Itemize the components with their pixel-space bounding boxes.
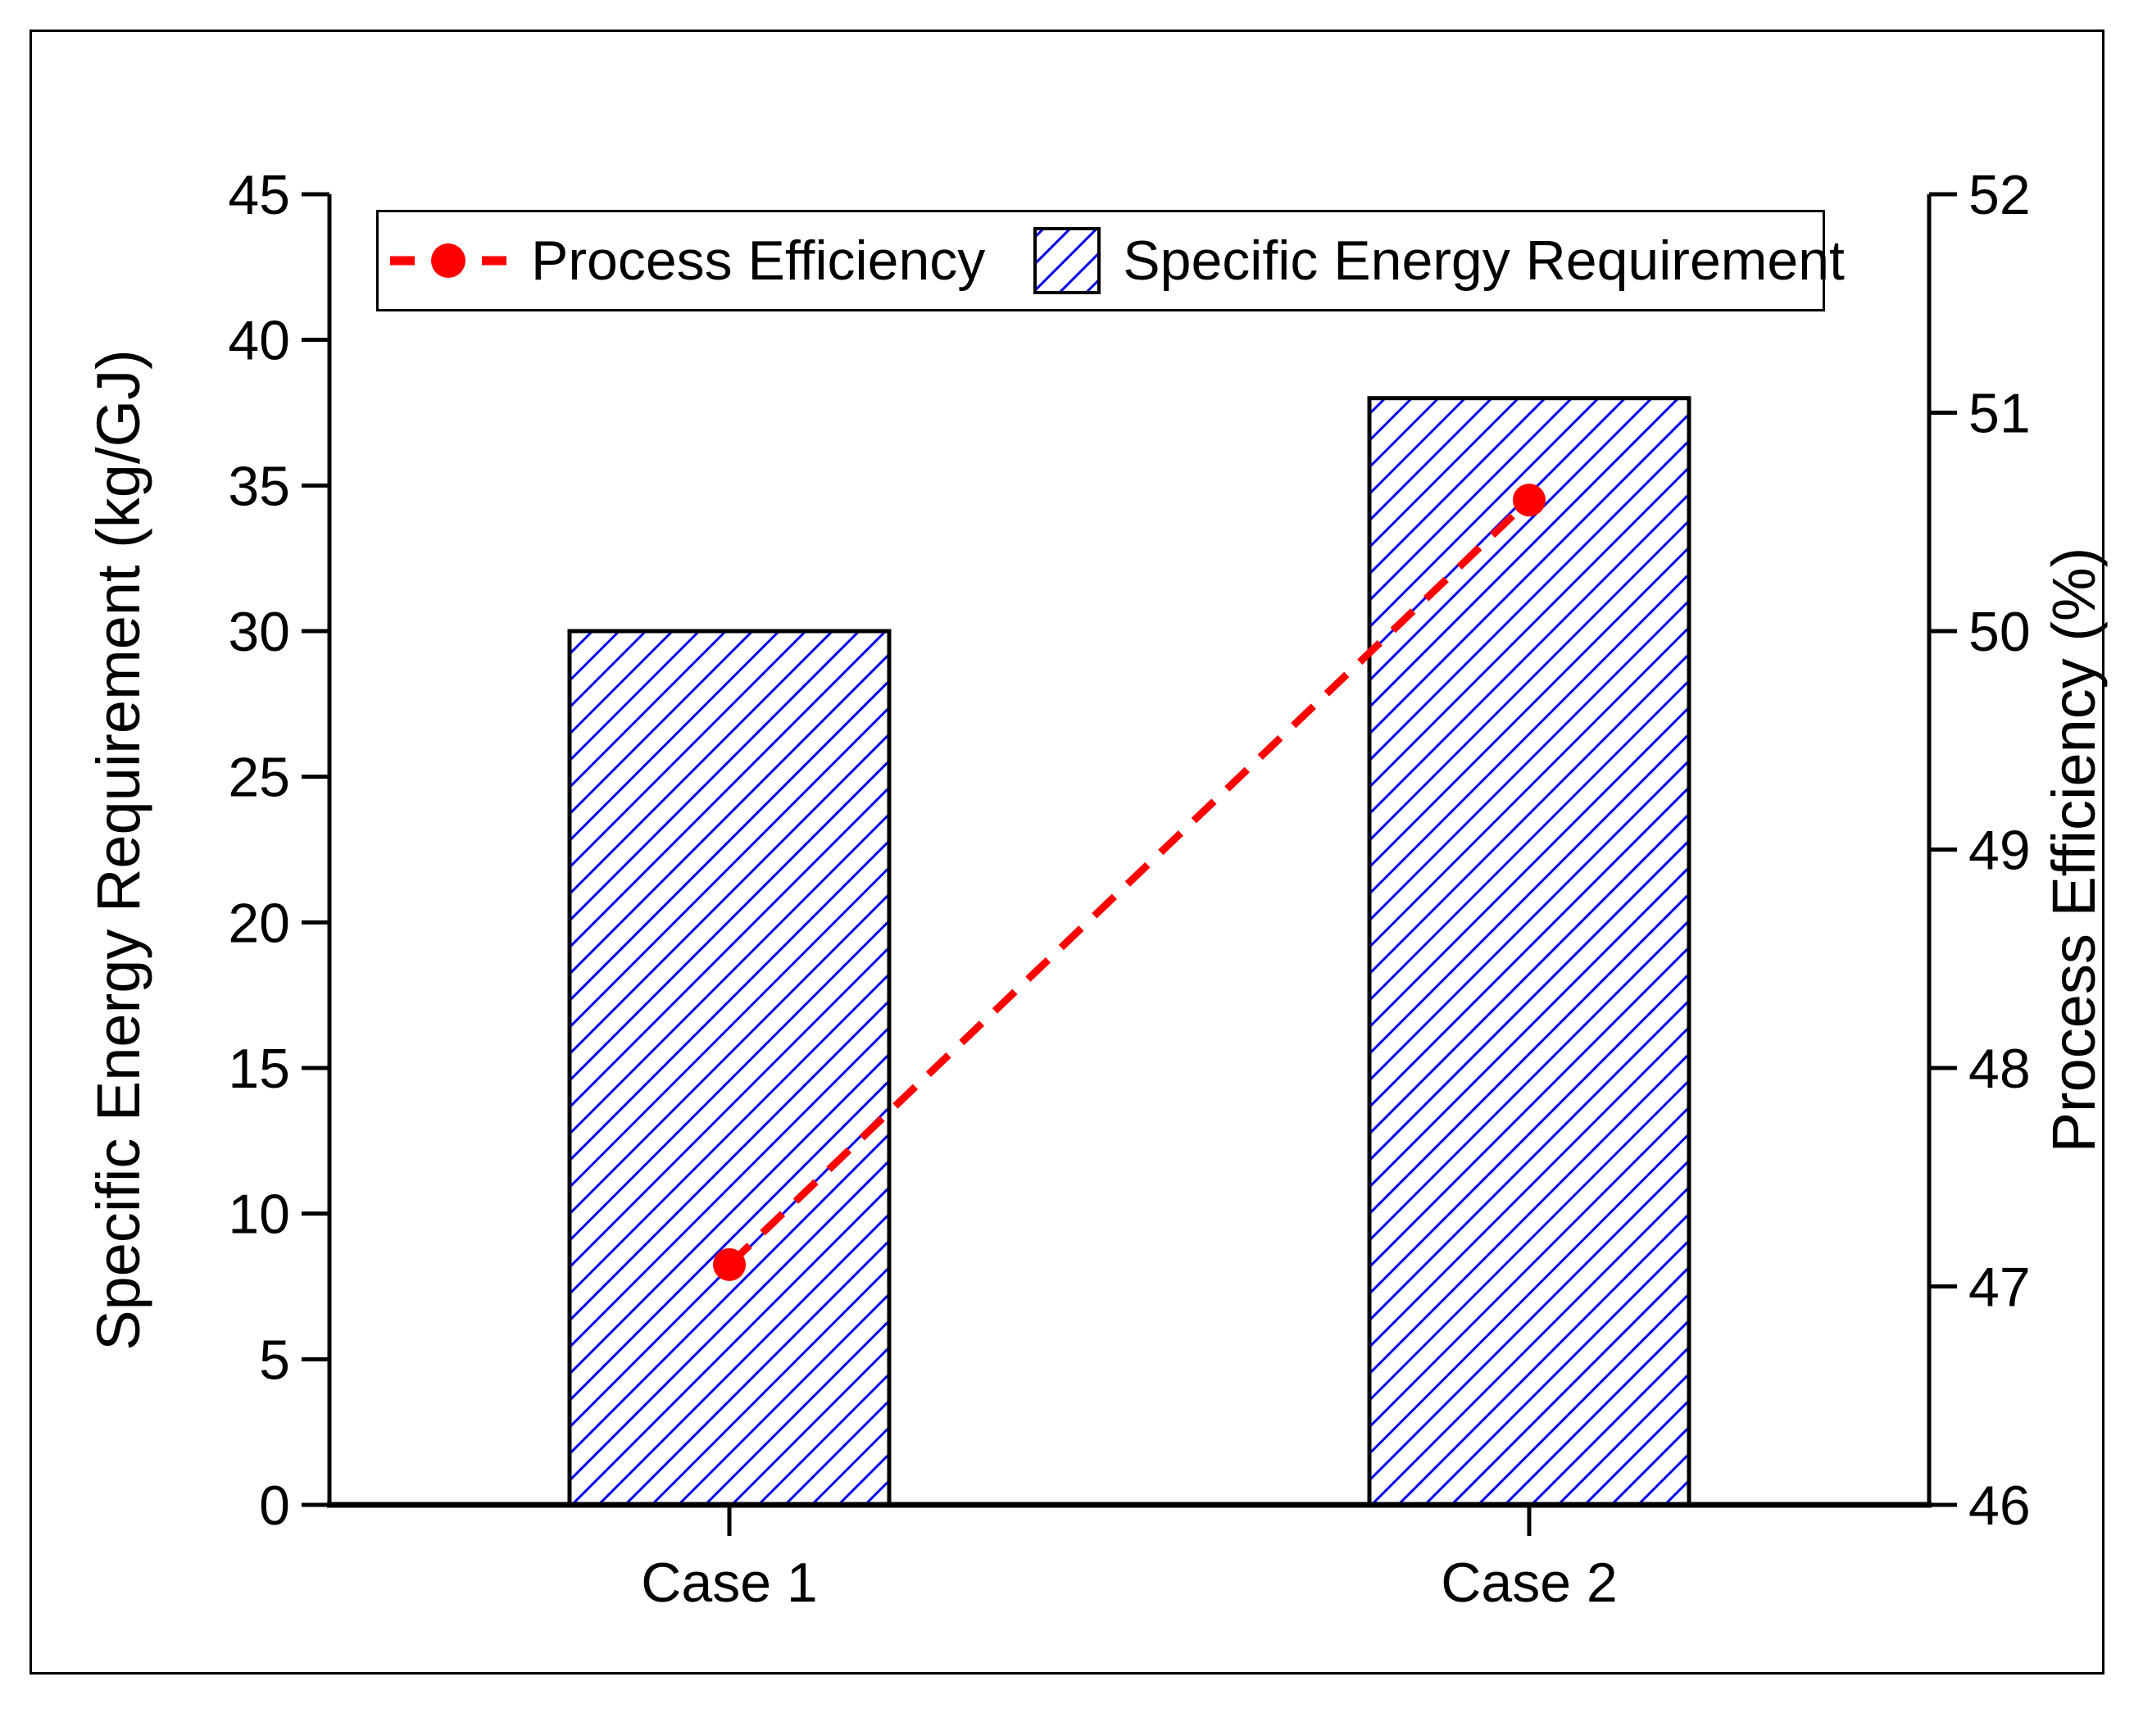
bar-case-2: [1367, 396, 1691, 1507]
legend-item-process-efficiency: Process Efficiency: [387, 233, 985, 289]
left-axis-tick-label: 35: [228, 455, 290, 517]
right-axis-tick-label: 51: [1968, 383, 2031, 445]
right-axis-tick-label: 52: [1968, 164, 2031, 226]
left-axis-tick-label: 25: [228, 747, 290, 809]
legend: Process Efficiency Specific Energy Requi…: [376, 210, 1845, 311]
left-axis-tick-label: 5: [259, 1329, 290, 1391]
left-axis-title: Specific Energy Requirement (kg/GJ): [84, 349, 152, 1351]
x-axis-category-label: Case 1: [641, 1552, 817, 1614]
efficiency-line: [726, 497, 1532, 1268]
right-axis-tick-label: 50: [1968, 601, 2031, 663]
right-axis-title: Process Efficiency (%): [2040, 547, 2108, 1153]
right-axis-tick-label: 46: [1968, 1475, 2031, 1537]
left-axis-tick-label: 20: [228, 892, 290, 954]
hatched-box-icon: [1033, 227, 1101, 294]
efficiency-marker: [713, 1247, 746, 1281]
right-axis-tick-label: 48: [1968, 1038, 2031, 1100]
left-axis-tick-label: 15: [228, 1038, 290, 1100]
left-axis-tick-label: 45: [228, 164, 290, 226]
dashed-line-dot-icon: [390, 243, 506, 278]
legend-label-process-efficiency: Process Efficiency: [531, 229, 986, 292]
left-axis-tick-label: 0: [259, 1475, 290, 1537]
right-axis-tick-label: 47: [1968, 1257, 2031, 1319]
left-axis-tick-label: 30: [228, 601, 290, 663]
chart-canvas: 0 5 10 15 20 25 30 35 40 45 46 47 48 49 50 51 52 Case 1 Ca…: [228, 164, 2031, 1614]
bar-case-1: [567, 629, 892, 1507]
x-axis-category-label: Case 2: [1441, 1552, 1617, 1614]
legend-item-specific-energy: Specific Energy Requirement: [1033, 226, 1845, 295]
figure-frame: 0 5 10 15 20 25 30 35 40 45 46 47 48 49 50 51 52 Case 1 Ca…: [30, 30, 2108, 1675]
right-axis-tick-label: 49: [1968, 820, 2031, 882]
legend-label-specific-energy: Specific Energy Requirement: [1123, 229, 1845, 292]
efficiency-marker: [1513, 484, 1546, 517]
left-axis-tick-label: 40: [228, 310, 290, 372]
left-axis-tick-label: 10: [228, 1184, 290, 1246]
